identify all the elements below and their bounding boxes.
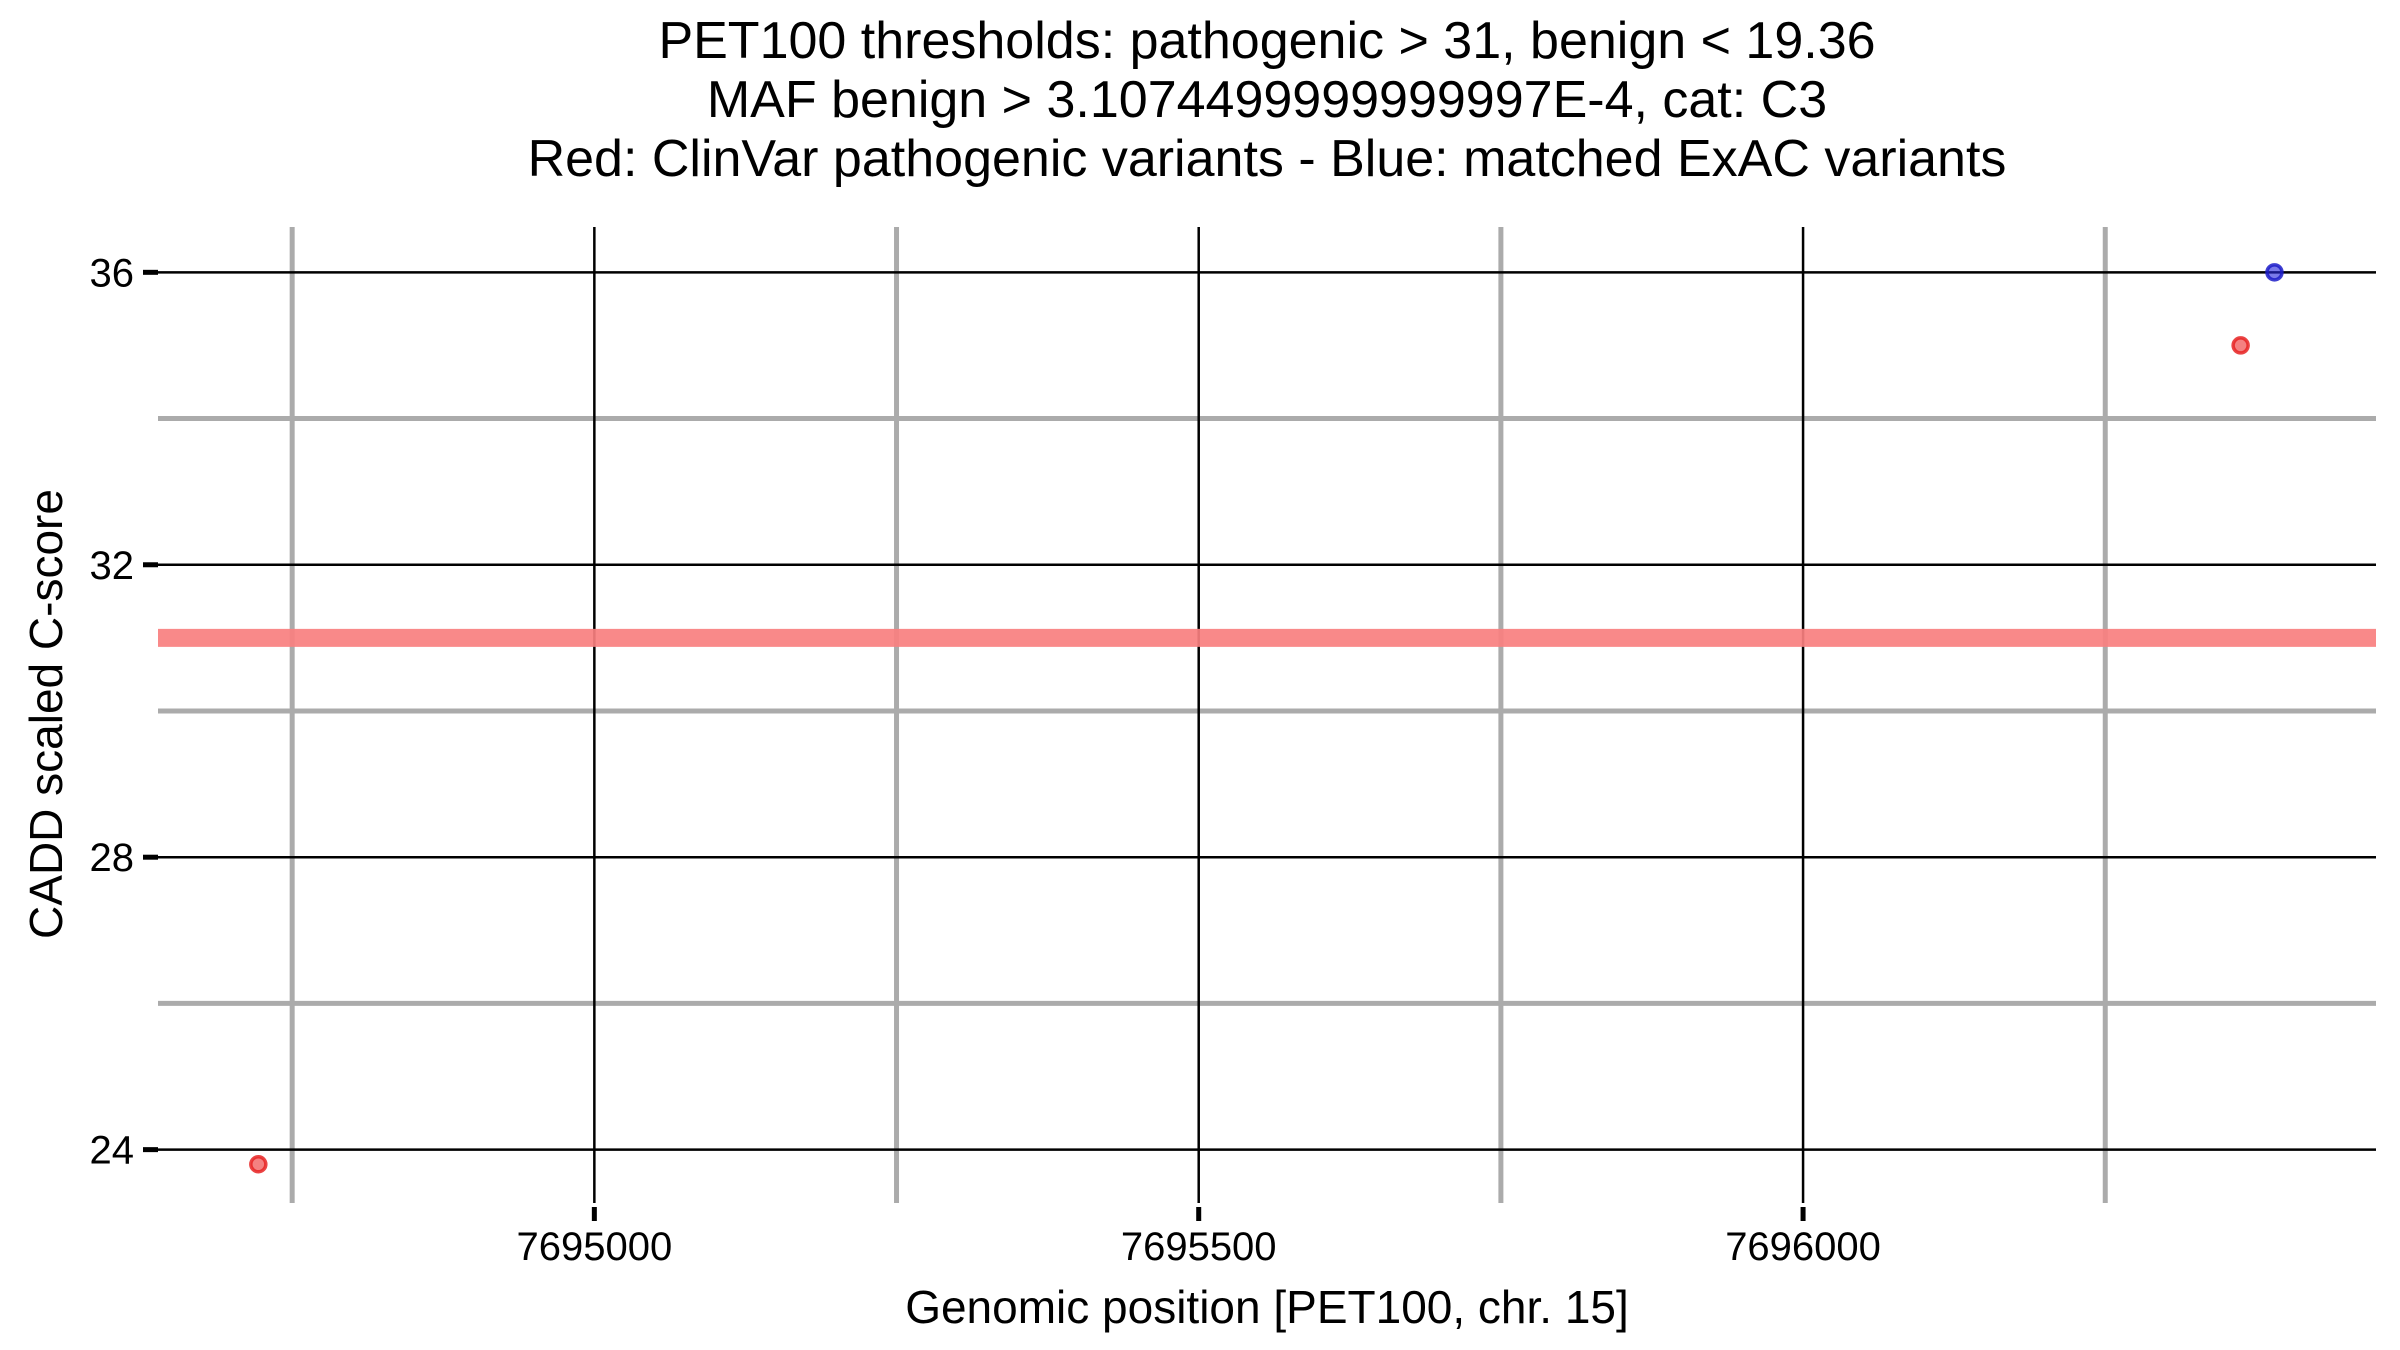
y-axis-tick-label: 28	[90, 836, 135, 880]
y-axis-tick-label: 32	[90, 544, 135, 588]
exac-matched-point	[2265, 263, 2284, 282]
chart-title: PET100 thresholds: pathogenic > 31, beni…	[158, 12, 2376, 189]
x-axis-tick-label: 7695500	[1121, 1225, 1277, 1269]
pathogenic-threshold-line	[158, 628, 2376, 647]
y-axis-tick-label: 36	[90, 251, 135, 295]
x-axis-title: Genomic position [PET100, chr. 15]	[905, 1281, 1629, 1333]
x-axis-tick-label: 7696000	[1725, 1225, 1881, 1269]
y-axis-tick-label: 24	[90, 1129, 135, 1173]
x-axis-tick-label: 7695000	[516, 1225, 672, 1269]
chart-title-line-3: Red: ClinVar pathogenic variants - Blue:…	[527, 130, 2007, 188]
clinvar-pathogenic-point	[249, 1155, 268, 1174]
y-axis-title: CADD scaled C-score	[20, 489, 72, 939]
clinvar-pathogenic-point	[2231, 336, 2250, 355]
chart-title-line-2: MAF benign > 3.1074499999999997E-4, cat:…	[706, 71, 1828, 129]
chart-title-line-1: PET100 thresholds: pathogenic > 31, beni…	[658, 12, 1876, 70]
